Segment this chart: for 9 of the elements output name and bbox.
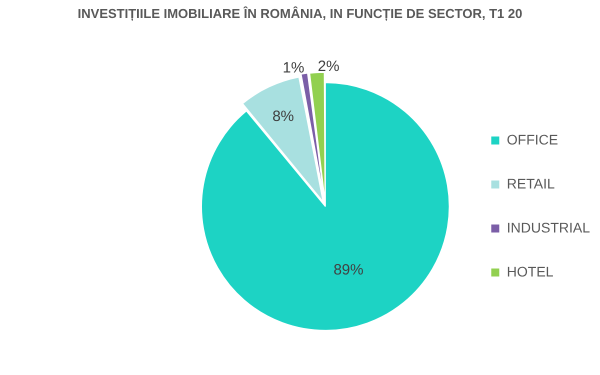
- legend-label: RETAIL: [506, 175, 555, 192]
- data-label: 2%: [318, 58, 340, 76]
- data-label: 1%: [282, 59, 304, 76]
- chart-title: INVESTIȚIILE IMOBILIARE ÎN ROMÂNIA, IN FUNCȚIE DE SECTOR, T1 20: [76, 6, 524, 21]
- legend-label: HOTEL: [506, 263, 554, 280]
- data-label: 8%: [272, 108, 294, 125]
- legend-label: OFFICE: [506, 131, 558, 148]
- data-label: 89%: [333, 262, 364, 279]
- legend-label: INDUSTRIAL: [506, 219, 590, 236]
